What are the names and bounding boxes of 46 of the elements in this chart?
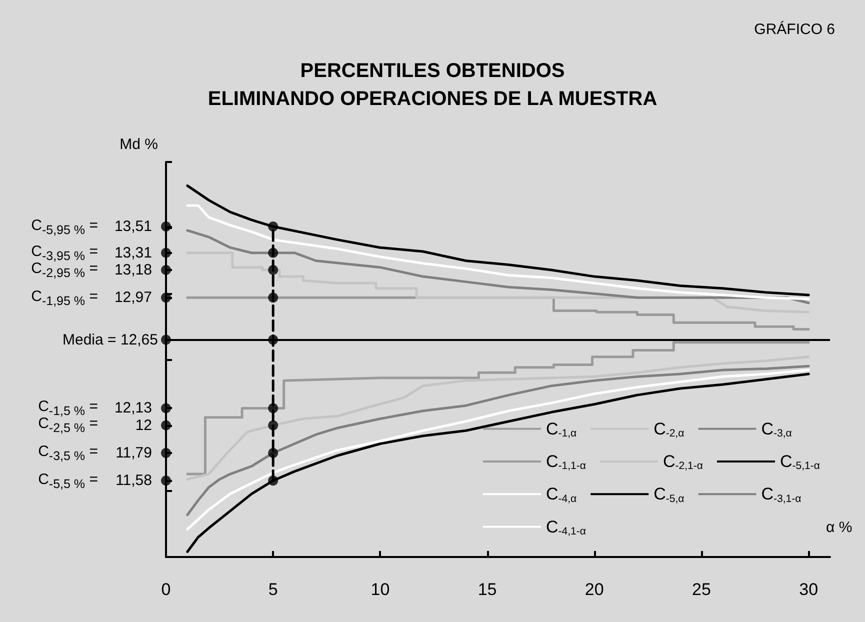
point [268, 420, 278, 430]
y-tick-label: 13,51 [114, 218, 152, 236]
point [161, 292, 171, 303]
y-tick-label: 12,97 [114, 289, 152, 306]
point [161, 448, 171, 458]
line-series [186, 184, 810, 296]
point [161, 248, 171, 258]
text: C$_{-3,5 %}$ = [38, 442, 98, 463]
point [268, 448, 278, 458]
y-axis-title: Md % [120, 136, 158, 153]
y-tick-label: 12,13 [114, 400, 152, 417]
text: C$_{-5,95 %}$ = [31, 216, 98, 237]
point [268, 222, 278, 232]
point [161, 264, 171, 275]
y-tick-label: 11,58 [116, 472, 152, 490]
x-tick-label: 25 [692, 580, 711, 599]
y-tick-label: 13,31 [114, 244, 152, 262]
line-series [186, 204, 810, 300]
point [268, 264, 278, 275]
point [268, 292, 278, 303]
point [268, 334, 278, 345]
x-axis-title: α % [826, 519, 852, 536]
x-tick-label: 10 [370, 580, 390, 599]
line-series [186, 229, 810, 304]
chart-title: PERCENTILES OBTENIDOS ELIMINANDO OPERACIONES DE LA MUESTRA [208, 60, 658, 110]
y-tick-label: 11,79 [116, 444, 152, 462]
x-tick-label: 15 [478, 580, 497, 599]
point [161, 222, 171, 232]
y-tick-label: 12 [135, 416, 152, 434]
point [161, 334, 171, 345]
point [268, 403, 278, 414]
x-tick-label: 30 [799, 580, 818, 599]
ref-line-label: Media = 12,65 [62, 331, 158, 348]
x-tick-label: 20 [584, 580, 604, 599]
text: C$_{-1,95 %}$ = [31, 286, 98, 308]
text: C$_{-3,95 %}$ = [31, 242, 98, 263]
x-tick-label: 0 [161, 580, 171, 599]
y-tick-label: 13,18 [114, 261, 152, 278]
point [161, 403, 171, 414]
text: GRÁFICO 6 [754, 20, 836, 38]
point [161, 420, 171, 430]
point [268, 248, 278, 258]
text: C$_{-5,5 %}$ = [38, 470, 98, 491]
point [268, 476, 278, 486]
point [161, 476, 171, 486]
x-tick-label: 5 [268, 580, 278, 599]
